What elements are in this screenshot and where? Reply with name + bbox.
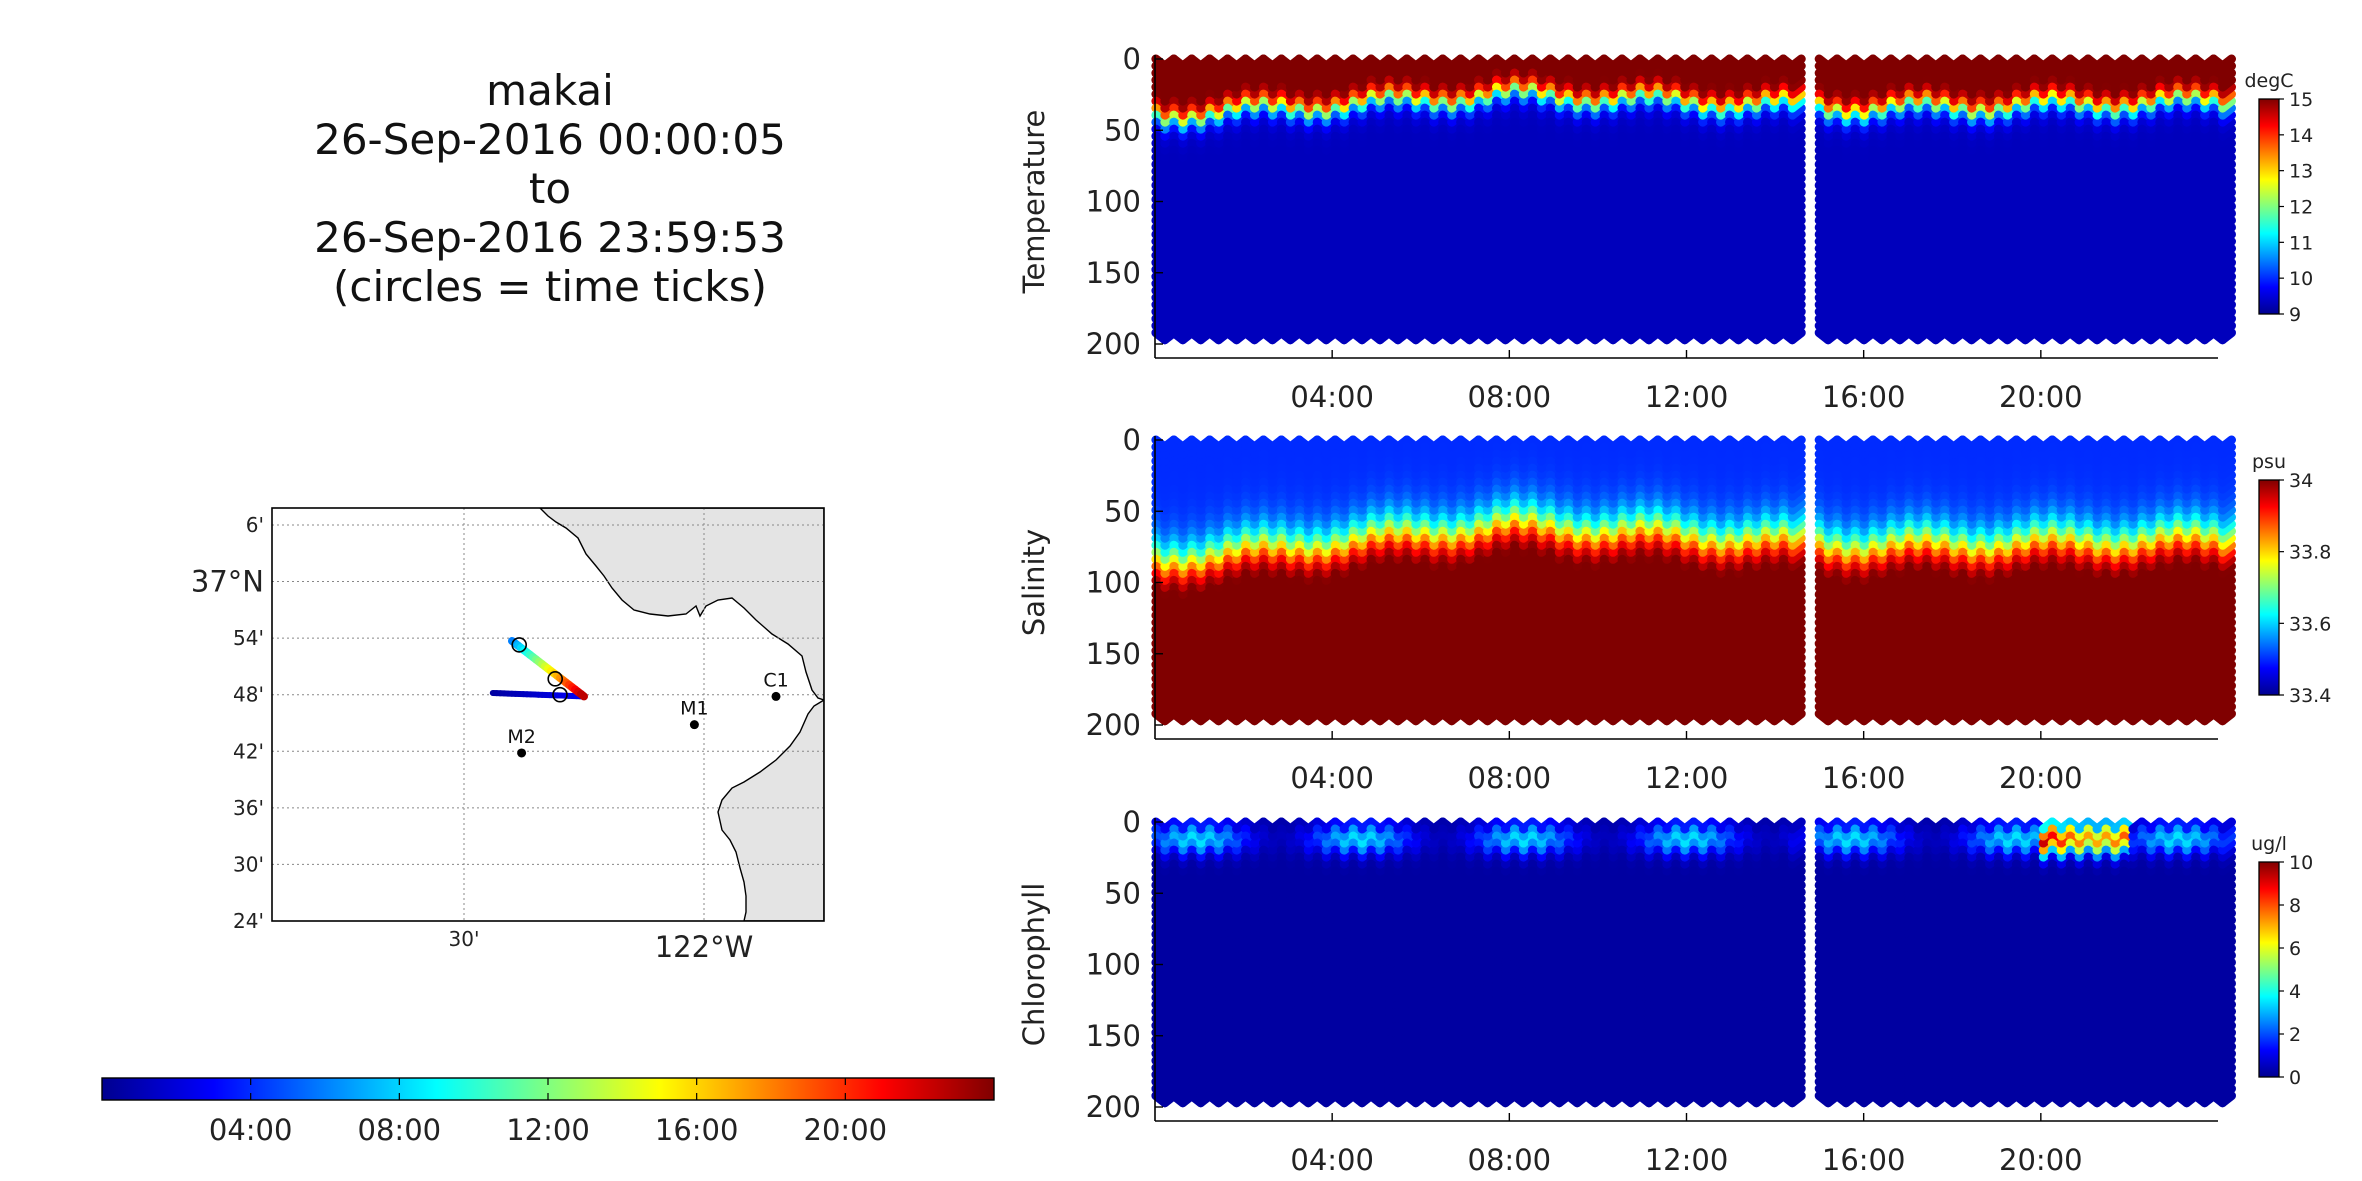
time-colorbar-ticks: 04:00 08:00 12:00 16:00 20:00 <box>209 1078 887 1147</box>
station-label: M1 <box>680 698 708 720</box>
x-tick-label: 16:00 <box>1822 380 1906 414</box>
profile-segment <box>1787 54 1806 71</box>
station-marker <box>517 748 527 758</box>
map-lat-tick-label: 30' <box>233 852 264 876</box>
profile-casts <box>1151 54 2236 345</box>
y-tick-label: 0 <box>1123 42 1141 76</box>
value-colorbar <box>2258 98 2280 315</box>
map-lat-tick-label: 37°N <box>191 565 264 599</box>
time-colorbar: 04:00 08:00 12:00 16:00 20:00 <box>101 1077 995 1147</box>
map-lon-tick-label: 122°W <box>655 930 754 964</box>
map-frame <box>271 507 825 922</box>
map-lat-tick-label: 42' <box>233 739 264 763</box>
station-label: M2 <box>507 726 535 748</box>
colorbar-tick-label: 12 <box>2289 197 2313 219</box>
colorbar-tick-label: 15 <box>2289 89 2313 111</box>
time-tick-circle <box>547 671 564 687</box>
y-tick-label: 150 <box>1086 256 1141 290</box>
colorbar-tick-label: 10 <box>2289 268 2313 290</box>
glider-track <box>489 636 588 703</box>
x-tick-label: 12:00 <box>1645 380 1729 414</box>
time-colorbar-tick-label: 04:00 <box>209 1113 293 1147</box>
time-colorbar-tick-label: 08:00 <box>358 1113 442 1147</box>
colorbar-tick-label: 9 <box>2289 304 2301 326</box>
track-segment <box>577 690 588 701</box>
profile-cast <box>2209 54 2236 345</box>
colorbar-unit: degC <box>2244 70 2293 92</box>
colorbar-tick-label: 11 <box>2289 232 2313 254</box>
mooring-stations: M2 M1 C1 <box>507 669 789 758</box>
map-lat-tick-label: 6' <box>246 513 264 537</box>
map-lat-tick-label: 24' <box>233 909 264 933</box>
map-lat-tick-label: 48' <box>233 683 264 707</box>
x-tick-label: 08:00 <box>1468 380 1552 414</box>
start-time: 26-Sep-2016 00:00:05 <box>314 115 786 164</box>
title-to: to <box>528 164 572 213</box>
track-map: M2 M1 C1 6' 37°N 54' 48' 42' 36' 30' 24' 30' 122°W <box>191 507 825 964</box>
time-colorbar-tick-label: 16:00 <box>655 1113 739 1147</box>
plot-title-block: makai 26-Sep-2016 00:00:05 to 26-Sep-201… <box>250 66 850 311</box>
profile-panels: 0 50 100 150 200 04:00 08:00 12:00 16:00 20:00 Tem… <box>1017 42 2331 1177</box>
y-tick-label: 50 <box>1104 113 1141 147</box>
profile-cast <box>1778 54 1806 345</box>
coastline-land <box>539 508 824 921</box>
y-tick-label: 100 <box>1086 185 1141 219</box>
vehicle-name: makai <box>486 66 614 115</box>
circles-note: (circles = time ticks) <box>333 262 767 311</box>
time-tick-circle <box>552 686 568 703</box>
profile-cast <box>1169 54 1197 345</box>
profile-cast <box>1205 54 1233 345</box>
map-lat-tick-label: 36' <box>233 796 264 820</box>
map-lat-tick-label: 54' <box>233 626 264 650</box>
x-tick-label: 04:00 <box>1290 380 1374 414</box>
panel-temperature: 0 50 100 150 200 04:00 08:00 12:00 16:00 20:00 Tem… <box>1017 42 2313 414</box>
station-marker <box>689 720 699 730</box>
profile-cast <box>1223 54 1251 345</box>
time-colorbar-tick-label: 12:00 <box>506 1113 590 1147</box>
end-time: 26-Sep-2016 23:59:53 <box>314 213 786 262</box>
map-lon-tick-label: 30' <box>449 927 480 951</box>
profile-segment <box>2218 54 2236 71</box>
map-lat-ticks: 6' 37°N 54' 48' 42' 36' 30' 24' <box>191 513 264 933</box>
colorbar-tick-label: 13 <box>2289 161 2313 183</box>
profile-casts <box>1151 435 2236 726</box>
colorbar-tick-label: 14 <box>2289 125 2313 147</box>
x-tick-label: 20:00 <box>1999 380 2083 414</box>
y-axis-title: Temperature <box>1017 110 1051 295</box>
station-marker <box>771 691 781 701</box>
y-tick-label: 200 <box>1086 327 1141 361</box>
time-tick-circle <box>511 637 528 653</box>
map-lon-ticks: 30' 122°W <box>449 927 754 964</box>
station-label: C1 <box>763 669 788 691</box>
time-colorbar-tick-label: 20:00 <box>804 1113 888 1147</box>
